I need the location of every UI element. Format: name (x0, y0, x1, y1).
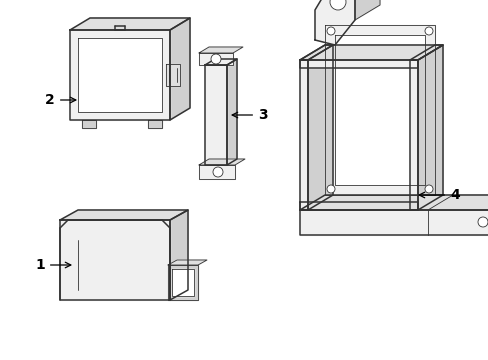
Polygon shape (60, 220, 170, 300)
Polygon shape (226, 59, 237, 165)
Polygon shape (170, 18, 190, 120)
Polygon shape (299, 45, 442, 60)
Polygon shape (314, 0, 354, 45)
Polygon shape (299, 210, 488, 235)
Polygon shape (299, 60, 417, 68)
Polygon shape (82, 120, 96, 128)
Polygon shape (334, 35, 424, 185)
Polygon shape (299, 195, 488, 210)
Circle shape (213, 167, 223, 177)
Text: 4: 4 (418, 188, 459, 202)
Polygon shape (299, 45, 332, 60)
Circle shape (424, 185, 432, 193)
Text: 2: 2 (45, 93, 76, 107)
Polygon shape (60, 210, 187, 220)
Circle shape (210, 54, 221, 64)
Polygon shape (148, 120, 162, 128)
Circle shape (329, 0, 346, 10)
Polygon shape (168, 260, 206, 265)
Polygon shape (199, 165, 235, 179)
Polygon shape (165, 64, 180, 86)
Polygon shape (199, 47, 243, 53)
Polygon shape (168, 265, 198, 300)
Polygon shape (199, 159, 244, 165)
Polygon shape (417, 45, 442, 210)
Polygon shape (325, 25, 434, 195)
Polygon shape (299, 60, 307, 210)
Polygon shape (70, 18, 190, 30)
Polygon shape (70, 30, 170, 120)
Polygon shape (170, 210, 187, 300)
Polygon shape (172, 269, 194, 296)
Polygon shape (204, 59, 237, 65)
Polygon shape (307, 45, 332, 210)
Polygon shape (299, 202, 417, 210)
Circle shape (477, 217, 487, 227)
Text: 3: 3 (232, 108, 267, 122)
Circle shape (424, 27, 432, 35)
Circle shape (326, 27, 334, 35)
Polygon shape (204, 65, 226, 165)
Text: 1: 1 (35, 258, 71, 272)
Circle shape (326, 185, 334, 193)
Polygon shape (78, 38, 162, 112)
Polygon shape (409, 60, 417, 210)
Polygon shape (409, 45, 442, 60)
Polygon shape (354, 0, 379, 20)
Polygon shape (199, 53, 232, 65)
